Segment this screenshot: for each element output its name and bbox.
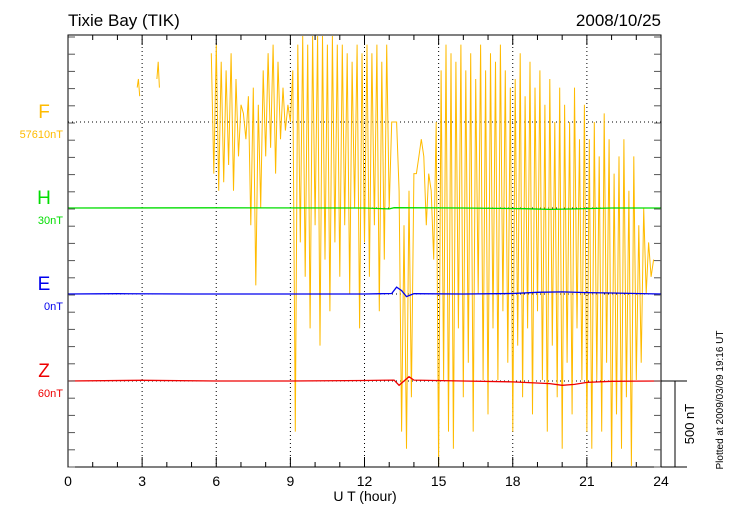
trace-f [156, 61, 160, 88]
trace-f [136, 78, 141, 97]
series-name-z: Z [38, 361, 50, 382]
x-tick-label: 18 [505, 473, 521, 489]
axes: 0 3 6 9 12 15 18 21 24 [64, 34, 687, 489]
chart-title: Tixie Bay (TIK) [68, 11, 180, 30]
chart-date: 2008/10/25 [576, 11, 661, 30]
x-tick-label: 3 [138, 473, 146, 489]
x-tick-label: 12 [357, 473, 373, 489]
trace-z [67, 375, 662, 387]
series-name-e: E [38, 274, 51, 295]
x-tick-label: 21 [579, 473, 595, 489]
plotted-note: Plotted at 2009/03/09 19:16 UT [715, 331, 726, 470]
trace-f [210, 35, 655, 467]
scale-bar-label: 500 nT [682, 404, 697, 445]
x-tick-label: 0 [64, 473, 72, 489]
x-tick-label: 24 [653, 473, 669, 489]
series-name-h: H [37, 188, 51, 209]
x-axis-label: U T (hour) [333, 488, 396, 504]
series-labels: F 57610nT H 30nT E 0nT Z 60nT [20, 102, 64, 400]
x-tick-label: 9 [286, 473, 294, 489]
baseline-label-z: 60nT [38, 388, 63, 400]
trace-e [67, 286, 662, 298]
traces [67, 35, 662, 467]
series-name-f: F [38, 102, 50, 123]
baseline-label-f: 57610nT [20, 129, 64, 141]
baseline-label-e: 0nT [44, 301, 63, 313]
trace-h [67, 207, 661, 211]
x-tick-label: 6 [212, 473, 220, 489]
x-tick-label: 15 [431, 473, 447, 489]
baseline-label-h: 30nT [38, 215, 63, 227]
